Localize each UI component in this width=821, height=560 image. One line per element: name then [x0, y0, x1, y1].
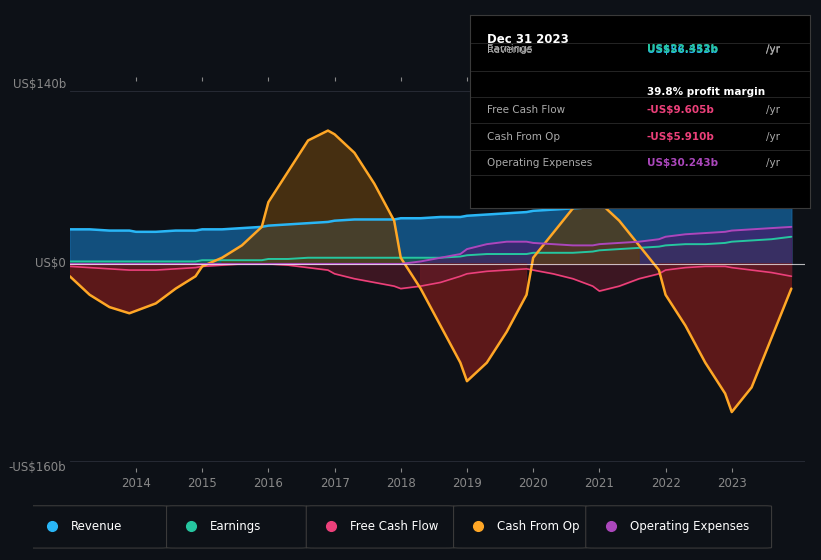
Text: -US$160b: -US$160b [8, 461, 67, 474]
Text: US$22.432b: US$22.432b [647, 44, 718, 54]
Text: Earnings: Earnings [210, 520, 262, 533]
Text: US$140b: US$140b [13, 78, 67, 91]
Text: /yr: /yr [766, 45, 780, 55]
Text: Free Cash Flow: Free Cash Flow [487, 105, 565, 115]
Text: Operating Expenses: Operating Expenses [487, 158, 592, 168]
FancyBboxPatch shape [27, 506, 167, 548]
Text: -US$9.605b: -US$9.605b [647, 105, 714, 115]
Text: US$56.353b: US$56.353b [647, 45, 718, 55]
Text: Cash From Op: Cash From Op [487, 132, 560, 142]
Text: /yr: /yr [766, 132, 780, 142]
Text: US$30.243b: US$30.243b [647, 158, 718, 168]
Text: -US$5.910b: -US$5.910b [647, 132, 714, 142]
Text: Free Cash Flow: Free Cash Flow [350, 520, 438, 533]
Text: Revenue: Revenue [71, 520, 122, 533]
Text: /yr: /yr [766, 44, 780, 54]
Text: Operating Expenses: Operating Expenses [630, 520, 749, 533]
Text: /yr: /yr [766, 158, 780, 168]
Text: Earnings: Earnings [487, 44, 532, 54]
FancyBboxPatch shape [167, 506, 307, 548]
Text: Revenue: Revenue [487, 45, 532, 55]
FancyBboxPatch shape [585, 506, 772, 548]
Text: /yr: /yr [766, 105, 780, 115]
FancyBboxPatch shape [453, 506, 586, 548]
Text: Dec 31 2023: Dec 31 2023 [487, 32, 568, 45]
Text: US$0: US$0 [35, 258, 67, 270]
Text: 39.8% profit margin: 39.8% profit margin [647, 87, 765, 97]
Text: Cash From Op: Cash From Op [498, 520, 580, 533]
FancyBboxPatch shape [306, 506, 454, 548]
